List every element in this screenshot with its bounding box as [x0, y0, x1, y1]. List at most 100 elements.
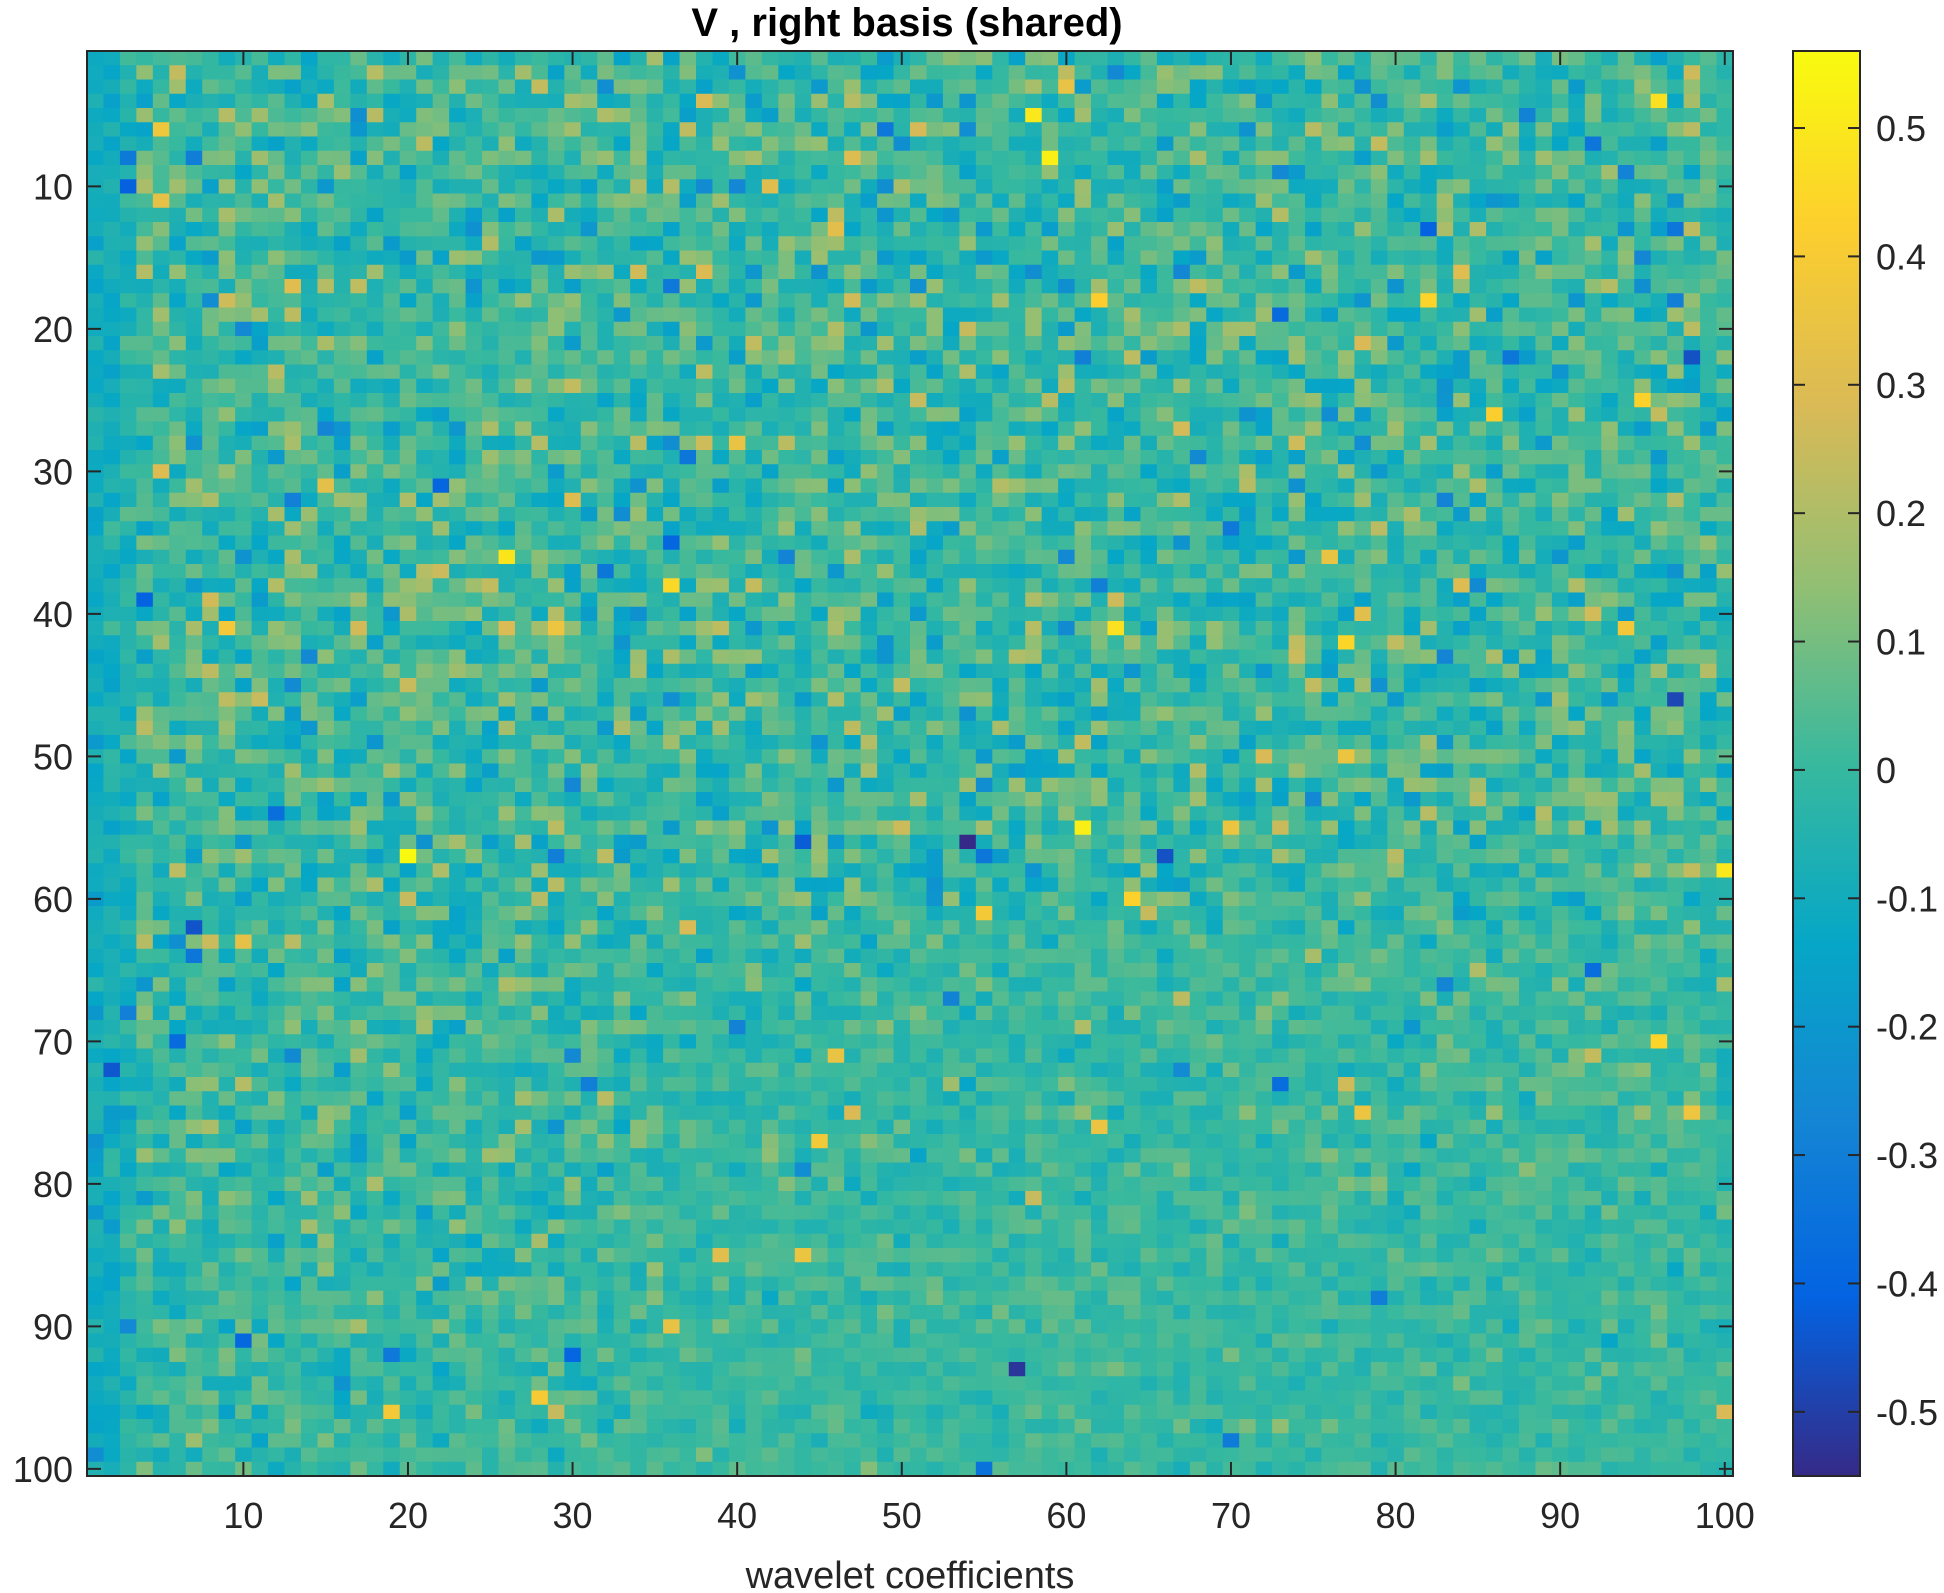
heatmap-cell [1634, 51, 1652, 66]
heatmap-cell [366, 521, 384, 537]
heatmap-cell [1370, 165, 1388, 180]
heatmap-cell [1519, 193, 1537, 209]
heatmap-cell [1189, 293, 1207, 309]
heatmap-cell [580, 364, 598, 380]
heatmap-cell [432, 621, 450, 636]
heatmap-cell [992, 720, 1010, 736]
heatmap-cell [1700, 378, 1718, 394]
heatmap-cell [761, 435, 779, 451]
heatmap-cell [1667, 93, 1685, 109]
heatmap-cell [1650, 549, 1668, 565]
heatmap-cell [1173, 293, 1191, 309]
heatmap-cell [1337, 735, 1356, 750]
heatmap-cell [1700, 321, 1718, 337]
heatmap-cell [1387, 222, 1405, 237]
heatmap-cell [136, 222, 154, 237]
heatmap-cell [449, 65, 467, 81]
heatmap-cell [136, 592, 154, 608]
heatmap-cell [1453, 549, 1471, 565]
heatmap-cell [975, 307, 993, 323]
heatmap-cell [1568, 749, 1586, 765]
heatmap-cell [811, 165, 829, 180]
heatmap-cell [745, 678, 763, 693]
heatmap-cell [268, 478, 286, 494]
heatmap-cell [1601, 321, 1619, 337]
heatmap-cell [432, 236, 450, 252]
heatmap-cell [1453, 450, 1471, 465]
heatmap-cell [185, 51, 203, 66]
heatmap-cell [185, 222, 203, 237]
heatmap-cell [218, 450, 236, 465]
heatmap-cell [564, 492, 582, 508]
heatmap-cell [1568, 108, 1586, 123]
heatmap-cell [844, 492, 862, 508]
heatmap-cell [1370, 336, 1388, 351]
heatmap-cell [1370, 393, 1388, 408]
heatmap-cell [1436, 521, 1454, 537]
chart-title: V , right basis (shared) [691, 1, 1122, 45]
heatmap-cell [877, 236, 895, 252]
heatmap-cell [1584, 307, 1602, 323]
heatmap-cell [1156, 549, 1174, 565]
heatmap-cell [910, 749, 928, 765]
heatmap-cell [844, 350, 862, 366]
heatmap-cell [498, 521, 516, 537]
heatmap-cell [268, 179, 286, 195]
heatmap-cell [1058, 592, 1076, 608]
heatmap-cell [778, 122, 796, 138]
heatmap-cell [514, 51, 533, 66]
heatmap-cell [136, 321, 154, 337]
heatmap-cell [1551, 136, 1569, 152]
heatmap-cell [87, 122, 105, 138]
heatmap-cell [761, 421, 779, 437]
heatmap-cell [663, 663, 681, 679]
heatmap-cell [235, 136, 253, 152]
heatmap-cell [383, 150, 401, 166]
heatmap-cell [268, 279, 286, 294]
heatmap-cell [1436, 549, 1454, 565]
heatmap-cell [103, 179, 121, 195]
heatmap-cell [1107, 236, 1125, 252]
heatmap-cell [1387, 735, 1405, 750]
heatmap-cell [1551, 521, 1569, 537]
heatmap-cell [185, 621, 203, 636]
heatmap-cell [613, 108, 631, 123]
heatmap-cell [514, 649, 533, 665]
heatmap-cell [547, 393, 565, 408]
heatmap-cell [416, 393, 434, 408]
heatmap-cell [613, 692, 631, 708]
heatmap-cell [811, 79, 829, 95]
heatmap-cell [1486, 407, 1504, 423]
heatmap-cell [1634, 193, 1652, 209]
heatmap-cell [185, 578, 203, 594]
heatmap-cell [218, 236, 236, 252]
heatmap-cell [1305, 592, 1323, 608]
heatmap-cell [366, 606, 384, 622]
heatmap-cell [482, 635, 500, 651]
heatmap-cell [103, 578, 121, 594]
heatmap-cell [1255, 293, 1273, 309]
heatmap-cell [613, 165, 631, 180]
heatmap-cell [1403, 492, 1421, 508]
heatmap-cell [1239, 635, 1257, 651]
heatmap-cell [712, 93, 730, 109]
heatmap-cell [1337, 307, 1356, 323]
heatmap-cell [613, 649, 631, 665]
heatmap-cell [1321, 749, 1339, 765]
heatmap-cell [860, 393, 878, 408]
heatmap-cell [1140, 706, 1158, 722]
heatmap-cell [926, 336, 944, 351]
heatmap-cell [1041, 592, 1059, 608]
heatmap-cell [630, 564, 648, 579]
heatmap-cell [317, 321, 335, 337]
heatmap-cell [399, 635, 417, 651]
heatmap-cell [103, 193, 121, 209]
heatmap-cell [300, 264, 319, 280]
heatmap-cell [1370, 179, 1388, 195]
heatmap-cell [1486, 421, 1504, 437]
heatmap-cell [1486, 364, 1504, 380]
heatmap-cell [284, 93, 302, 109]
heatmap-cell [103, 692, 121, 708]
heatmap-cell [449, 122, 467, 138]
heatmap-cell [1584, 706, 1602, 722]
